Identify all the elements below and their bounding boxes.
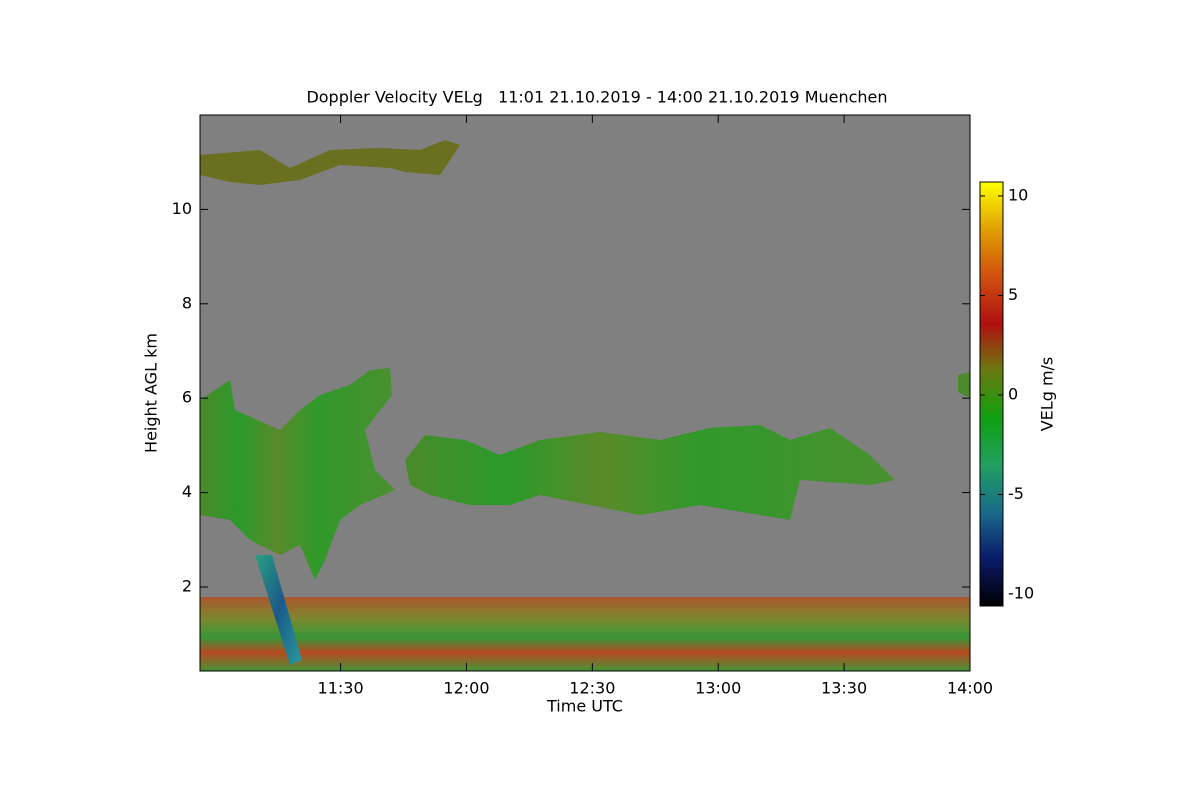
colorbar-tick-label: -5 [1008,484,1024,503]
boundary-layer [200,597,970,671]
echo-field [200,140,970,671]
y-tick-label: 8 [182,293,192,312]
colorbar-tick-label: 5 [1008,285,1018,304]
colorbar-tick-label: 10 [1008,185,1028,204]
mid-cloud-chain [405,425,895,520]
plot-area [200,115,970,671]
y-tick-label: 2 [182,576,192,595]
x-tick-label: 13:30 [821,679,867,698]
colorbar-tick-label: -10 [1008,584,1034,603]
y-tick-label: 10 [172,199,192,218]
colorbar-label: VELg m/s [1038,357,1057,432]
x-tick-label: 14:00 [947,679,993,698]
plot-frame [199,114,971,672]
y-tick-label: 6 [182,388,192,407]
colorbar [979,181,1004,607]
mid-cloud [200,368,395,580]
x-tick-label: 11:30 [318,679,364,698]
x-tick-label: 12:30 [569,679,615,698]
cloud-edge [958,372,970,398]
y-axis-label: Height AGL km [142,333,161,453]
cirrus-layer [200,140,460,185]
x-axis-label: Time UTC [546,697,623,716]
x-tick-label: 12:00 [443,679,489,698]
chart-title: Doppler Velocity VELg 11:01 21.10.2019 -… [306,88,887,107]
y-tick-label: 4 [182,482,192,501]
x-tick-label: 13:00 [695,679,741,698]
colorbar-tick-label: 0 [1008,384,1018,403]
fallstreak [255,555,302,665]
